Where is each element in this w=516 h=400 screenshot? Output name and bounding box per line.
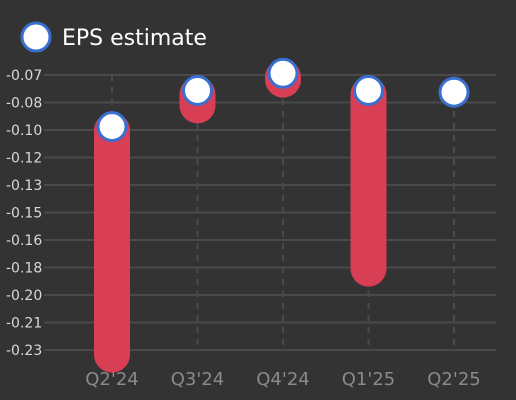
range-bar (350, 76, 387, 287)
y-tick-label: -0.16 (6, 233, 42, 249)
y-tick-label: -0.18 (6, 261, 42, 277)
legend: EPS estimate (20, 21, 207, 53)
estimate-marker (438, 76, 470, 108)
y-tick-label: -0.21 (6, 316, 42, 332)
y-tick-label: -0.10 (6, 123, 42, 139)
axis-layer: -0.07 -0.08 -0.10 -0.12 -0.13 -0.15 -0.16 -0.18… (6, 68, 481, 390)
x-tick-label: Q4'24 (256, 369, 309, 390)
y-tick-label: -0.15 (6, 206, 42, 222)
y-tick-label: -0.07 (6, 68, 42, 84)
legend-label: EPS estimate (62, 26, 207, 51)
y-tick-label: -0.13 (6, 178, 42, 194)
x-tick-label: Q2'24 (85, 369, 138, 390)
x-tick-label: Q1'25 (342, 369, 395, 390)
range-bar (94, 112, 130, 373)
estimate-marker (96, 111, 128, 143)
estimate-marker (267, 57, 299, 89)
y-tick-label: -0.12 (6, 151, 42, 167)
x-tick-label: Q3'24 (171, 369, 224, 390)
bar-layer (94, 59, 387, 373)
y-tick-label: -0.08 (6, 96, 42, 112)
y-tick-label: -0.20 (6, 288, 42, 304)
x-tick-label: Q2'25 (427, 369, 480, 390)
y-tick-label: -0.23 (6, 343, 42, 359)
legend-marker (20, 21, 52, 53)
estimate-marker (353, 74, 384, 106)
marker-layer (96, 57, 470, 143)
estimate-marker (182, 74, 213, 106)
